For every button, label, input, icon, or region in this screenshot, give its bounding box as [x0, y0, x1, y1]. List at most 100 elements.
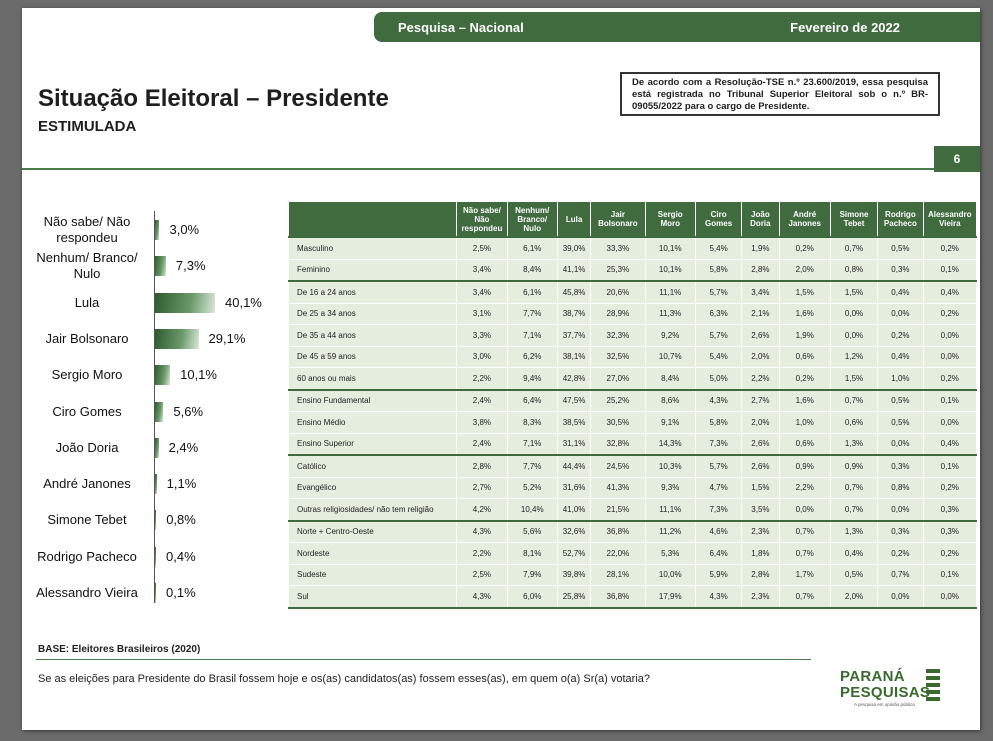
table-cell: 0,7% — [829, 388, 879, 412]
table-cell: 11,1% — [644, 498, 696, 521]
table-cell: 0,7% — [829, 236, 879, 260]
table-row: Ensino Médio 3,8% 8,3% 38,5% 30,5% 9,1% 5,8% 2,… — [287, 411, 978, 434]
table-cell: 0,2% — [778, 236, 831, 260]
table-cell: 1,7% — [778, 564, 831, 586]
table-cell: 0,8% — [877, 477, 924, 499]
table-cell: 5,7% — [694, 454, 743, 478]
column-header: Alessandro Vieira — [922, 201, 978, 238]
base-note: BASE: Eleitores Brasileiros (2020) — [38, 644, 201, 655]
row-label: Ensino Superior — [287, 433, 458, 456]
table-cell: 7,7% — [506, 454, 558, 478]
survey-question: Se as eleições para Presidente do Brasil… — [38, 673, 650, 685]
bar-label: Alessandro Vieira — [36, 585, 138, 600]
table-cell: 5,8% — [694, 259, 743, 282]
row-label: 60 anos ou mais — [287, 367, 458, 390]
table-cell: 1,5% — [829, 280, 879, 304]
bar-label: André Janones — [43, 476, 131, 492]
table-cell: 2,5% — [456, 236, 508, 260]
column-header: André Janones — [778, 201, 831, 238]
table-cell: 8,3% — [506, 411, 558, 434]
table-cell: 5,0% — [694, 367, 743, 390]
table-cell: 0,1% — [922, 259, 978, 282]
table-cell: 20,6% — [590, 280, 646, 304]
table-cell: 8,1% — [506, 542, 558, 565]
table-cell: 0,4% — [877, 346, 924, 368]
table-cell: 0,5% — [877, 236, 924, 260]
table-cell: 5,9% — [694, 564, 743, 586]
table-cell: 2,3% — [741, 585, 780, 609]
table-cell: 0,5% — [829, 564, 879, 586]
table-cell: 10,7% — [644, 346, 696, 368]
bar-value-label: 0,4% — [166, 548, 196, 564]
bar — [155, 510, 157, 531]
table-cell: 47,5% — [556, 388, 592, 412]
table-row: De 16 a 24 anos 3,4% 6,1% 45,8% 20,6% 11,1% 5,… — [287, 280, 978, 304]
table-cell: 2,0% — [778, 259, 831, 282]
bar-label: Não sabe/ Não respondeu — [43, 214, 131, 245]
table-cell: 1,5% — [741, 477, 780, 499]
table-cell: 10,3% — [644, 454, 696, 478]
table-cell: 0,2% — [922, 236, 978, 260]
bar-label: Lula — [74, 294, 100, 310]
bar-label: João Doria — [55, 439, 119, 455]
table-cell: 38,7% — [556, 303, 592, 325]
bar-label: Ciro Gomes — [52, 403, 122, 419]
table-cell: 4,2% — [456, 498, 508, 521]
table-cell: 3,3% — [456, 324, 508, 347]
table-cell: 2,5% — [456, 564, 508, 586]
page-number: 6 — [934, 146, 980, 172]
column-header: João Doria — [741, 201, 780, 238]
table-cell: 6,4% — [694, 542, 743, 565]
table-cell: 0,7% — [829, 477, 879, 499]
column-header: Sergio Moro — [644, 201, 696, 238]
table-cell: 1,2% — [829, 346, 879, 368]
crosstab-table: Não sabe/ Não respondeu Nenhum/ Branco/ N… — [287, 201, 978, 609]
row-label: De 16 a 24 anos — [287, 280, 458, 304]
table-cell: 1,0% — [877, 367, 924, 390]
table-cell: 10,0% — [644, 564, 696, 586]
table-cell: 1,3% — [829, 433, 879, 456]
table-cell: 28,1% — [590, 564, 646, 586]
table-cell: 0,3% — [922, 519, 978, 543]
table-cell: 0,1% — [922, 388, 978, 412]
table-cell: 0,3% — [922, 498, 978, 521]
survey-label: Pesquisa – Nacional — [398, 20, 524, 35]
bar-label: Rodrigo Pacheco — [37, 548, 137, 564]
table-row: 60 anos ou mais 2,2% 9,4% 42,8% 27,0% 8,4% 5,0… — [287, 367, 978, 390]
row-label: Feminino — [287, 259, 458, 282]
table-cell: 4,7% — [694, 477, 743, 499]
table-cell: 0,7% — [778, 585, 831, 609]
table-cell: 41,3% — [590, 477, 646, 499]
column-header: Ciro Gomes — [694, 201, 743, 238]
table-cell: 0,2% — [877, 542, 924, 565]
table-cell: 0,2% — [922, 477, 978, 499]
bar — [155, 401, 164, 422]
table-cell: 2,0% — [741, 346, 780, 368]
column-header: Lula — [556, 201, 592, 238]
bar-value-label: 5,6% — [173, 403, 204, 419]
table-cell: 5,4% — [694, 236, 743, 260]
table-cell: 25,2% — [590, 388, 646, 412]
table-cell: 0,0% — [922, 585, 978, 609]
header-bar: Pesquisa – Nacional Fevereiro de 2022 — [374, 12, 980, 42]
row-label: Ensino Médio — [287, 411, 458, 434]
bar — [155, 292, 215, 313]
row-label: Ensino Fundamental — [287, 388, 458, 412]
table-cell: 4,6% — [694, 519, 743, 543]
table-cell: 10,4% — [506, 498, 558, 521]
table-cell: 0,3% — [877, 454, 924, 478]
table-row: Feminino 3,4% 8,4% 41,1% 25,3% 10,1% 5,8% 2,8% 2… — [287, 259, 978, 282]
table-corner-cell — [287, 201, 458, 238]
table-cell: 17,9% — [644, 585, 696, 609]
table-cell: 2,0% — [829, 585, 879, 609]
table-cell: 3,4% — [456, 280, 508, 304]
table-cell: 6,4% — [506, 388, 558, 412]
table-cell: 10,1% — [644, 259, 696, 282]
table-cell: 2,4% — [456, 388, 508, 412]
slide-page: Pesquisa – Nacional Fevereiro de 2022 Si… — [22, 8, 980, 730]
table-cell: 0,0% — [778, 498, 831, 521]
table-cell: 36,8% — [590, 519, 646, 543]
bar — [155, 256, 166, 277]
table-cell: 0,4% — [922, 280, 978, 304]
table-row: De 45 a 59 anos 3,0% 6,2% 38,1% 32,5% 10,7% 5,… — [287, 346, 978, 368]
